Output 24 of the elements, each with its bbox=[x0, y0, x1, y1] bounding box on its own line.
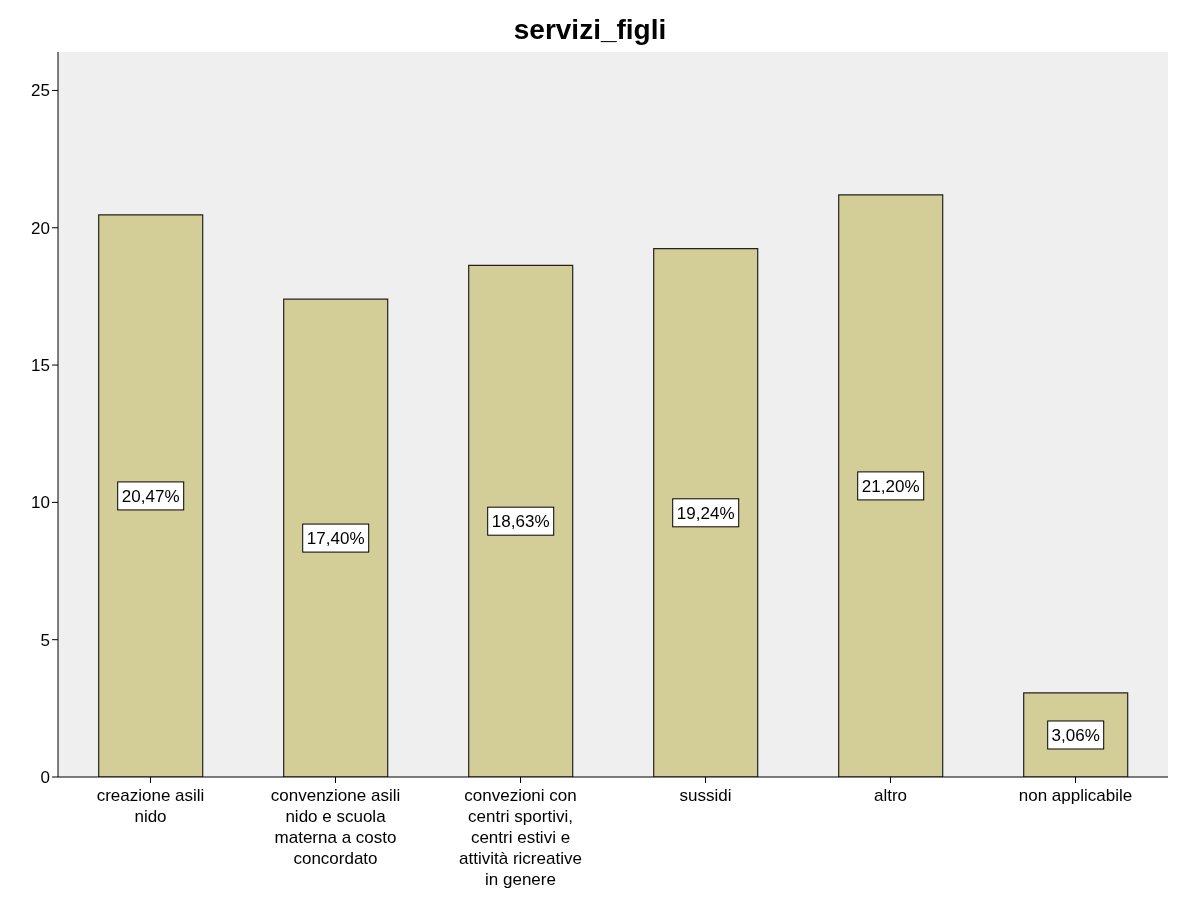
x-tick-label: creazione asili nido bbox=[96, 786, 205, 826]
bar bbox=[468, 264, 574, 777]
data-label: 18,63% bbox=[491, 512, 550, 532]
data-label: 19,24% bbox=[676, 503, 735, 523]
x-tick-label: convenzione asili nido e scuola materna a costo concordato bbox=[270, 786, 401, 868]
y-tick-label: 25 bbox=[31, 81, 50, 101]
bar bbox=[98, 214, 204, 777]
y-tick-label: 5 bbox=[40, 630, 50, 650]
bar bbox=[283, 298, 389, 777]
data-label: 17,40% bbox=[306, 529, 365, 549]
x-tick-label: altro bbox=[873, 786, 908, 805]
y-tick-label: 20 bbox=[31, 218, 50, 238]
data-label: 21,20% bbox=[861, 476, 920, 496]
data-label: 20,47% bbox=[121, 486, 180, 506]
x-tick-label: sussidi bbox=[679, 786, 732, 805]
data-label: 3,06% bbox=[1051, 725, 1100, 745]
y-tick-label: 0 bbox=[40, 768, 50, 788]
bar bbox=[838, 194, 944, 777]
y-tick-label: 15 bbox=[31, 356, 50, 376]
y-tick-label: 10 bbox=[31, 493, 50, 513]
x-tick-label: non applicabile bbox=[1018, 786, 1133, 805]
chart-title: servizi_figli bbox=[512, 13, 668, 47]
bar bbox=[653, 248, 759, 777]
x-tick-label: convezioni con centri sportivi, centri estivi e attività ricreative in genere bbox=[459, 786, 582, 889]
